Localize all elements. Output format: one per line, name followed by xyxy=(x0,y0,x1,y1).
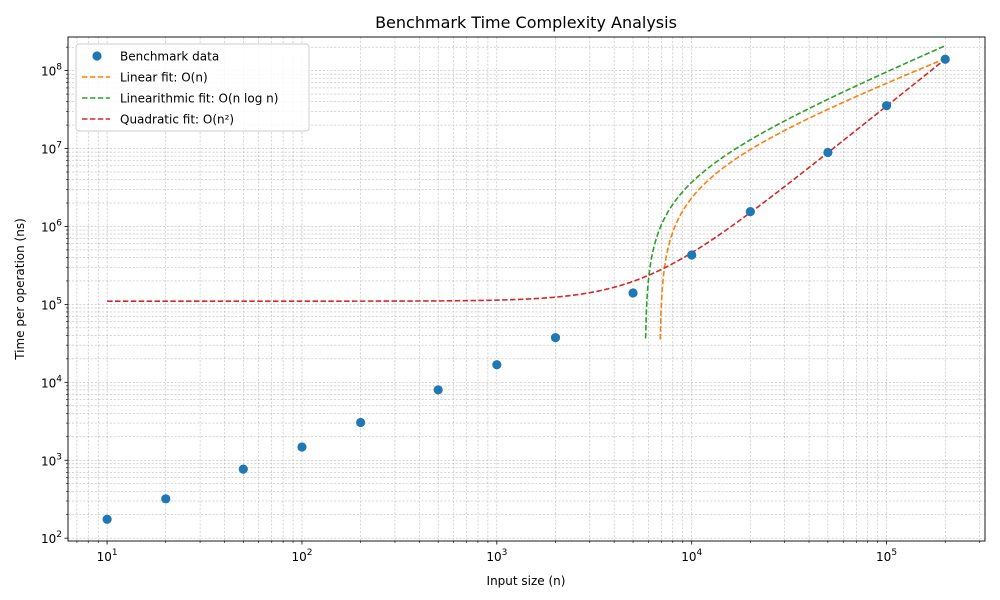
x-tick-label-base: 10 xyxy=(291,550,306,564)
y-tick-label-exponent: 2 xyxy=(56,530,62,540)
y-tick-label: 105 xyxy=(41,296,62,312)
legend: Benchmark data Linear fit: O(n) Linearithm… xyxy=(75,43,310,132)
legend-marker xyxy=(92,51,102,61)
legend-label: Linear fit: O(n) xyxy=(120,71,208,85)
data-point xyxy=(102,514,112,524)
x-tick-label: 103 xyxy=(486,548,507,564)
y-tick-label-exponent: 4 xyxy=(56,374,62,384)
y-tick-label-base: 10 xyxy=(41,454,56,468)
data-point xyxy=(297,442,307,452)
y-tick-label-exponent: 3 xyxy=(56,452,62,462)
x-tick-label-base: 10 xyxy=(876,550,891,564)
y-tick-label-exponent: 8 xyxy=(56,63,62,73)
y-tick-label-base: 10 xyxy=(41,143,56,157)
data-point xyxy=(356,417,366,428)
legend-label: Benchmark data xyxy=(120,50,219,64)
y-tick-label-base: 10 xyxy=(41,220,56,234)
data-point xyxy=(492,360,502,370)
x-tick-label: 105 xyxy=(876,548,897,564)
x-tick-label-exponent: 4 xyxy=(696,548,702,558)
x-tick-label: 102 xyxy=(291,548,312,564)
chart-title: Benchmark Time Complexity Analysis xyxy=(375,13,677,32)
data-point xyxy=(161,494,171,504)
x-axis-label: Input size (n) xyxy=(487,574,566,588)
data-point xyxy=(823,147,833,158)
legend-box xyxy=(75,43,310,132)
y-tick-label: 102 xyxy=(41,530,62,546)
x-tick-label-base: 10 xyxy=(486,550,501,564)
data-point xyxy=(687,250,697,260)
x-tick-label-base: 10 xyxy=(97,550,112,564)
data-point xyxy=(628,288,638,298)
y-tick-label-base: 10 xyxy=(41,65,56,79)
series-line-quadratic xyxy=(107,58,946,302)
x-tick-label-exponent: 1 xyxy=(112,548,118,558)
y-tick-label: 108 xyxy=(41,63,62,79)
y-tick-label-base: 10 xyxy=(41,376,56,390)
plot-area xyxy=(102,45,950,524)
y-axis-label: Time per operation (ns) xyxy=(13,218,27,361)
y-tick-label-exponent: 6 xyxy=(56,218,62,228)
data-point xyxy=(745,207,755,217)
y-tick-label-exponent: 7 xyxy=(56,141,62,151)
x-tick-label: 101 xyxy=(97,548,118,564)
data-point xyxy=(550,332,561,343)
legend-label: Linearithmic fit: O(n log n) xyxy=(120,92,278,106)
legend-label: Quadratic fit: O(n²) xyxy=(120,113,234,127)
x-tick-label-exponent: 2 xyxy=(307,548,313,558)
y-tick-label: 106 xyxy=(41,218,62,234)
x-tick-label-exponent: 5 xyxy=(891,548,897,558)
series-line-linear xyxy=(659,57,946,340)
x-tick-label-exponent: 3 xyxy=(502,548,508,558)
data-point xyxy=(238,464,248,474)
x-tick-label: 104 xyxy=(681,548,702,564)
data-point xyxy=(940,54,950,64)
y-tick-label-base: 10 xyxy=(41,298,56,312)
y-tick-label-base: 10 xyxy=(41,532,56,546)
data-point xyxy=(881,101,892,111)
data-point xyxy=(433,385,443,395)
y-tick-label: 107 xyxy=(41,141,62,157)
y-tick-label: 104 xyxy=(41,374,62,390)
y-tick-label: 103 xyxy=(41,452,62,468)
plot-frame xyxy=(67,36,986,542)
y-tick-label-exponent: 5 xyxy=(56,296,62,306)
x-tick-label-base: 10 xyxy=(681,550,696,564)
